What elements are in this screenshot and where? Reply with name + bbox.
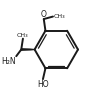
Text: CH₃: CH₃ (53, 14, 65, 19)
Text: HO: HO (37, 80, 49, 89)
Text: O: O (41, 10, 47, 19)
Text: H₂N: H₂N (1, 57, 15, 66)
Polygon shape (21, 48, 35, 51)
Text: CH₃: CH₃ (17, 33, 29, 38)
